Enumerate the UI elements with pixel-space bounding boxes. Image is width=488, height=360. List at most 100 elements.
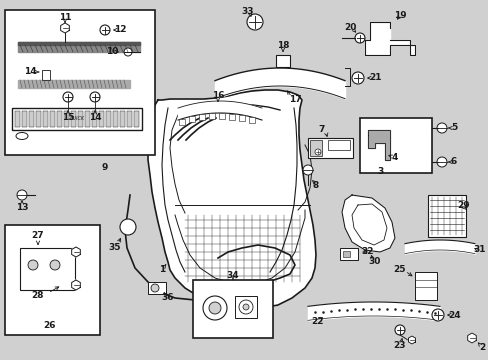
Bar (120, 111, 125, 127)
Bar (22, 111, 27, 127)
Bar (134, 111, 139, 127)
Bar (208, 113, 215, 119)
Circle shape (436, 123, 446, 133)
Circle shape (90, 92, 100, 102)
Circle shape (314, 149, 320, 155)
Circle shape (351, 72, 363, 84)
Polygon shape (18, 42, 140, 52)
Polygon shape (18, 80, 130, 88)
Text: 10: 10 (105, 48, 118, 57)
Bar (78, 111, 83, 127)
Text: 16: 16 (211, 90, 224, 99)
Text: 17: 17 (288, 95, 301, 104)
Bar (414, 272, 436, 300)
Bar (57, 111, 62, 127)
Bar (106, 111, 111, 127)
Text: 7: 7 (318, 126, 325, 135)
Circle shape (303, 165, 312, 175)
Text: 14: 14 (88, 113, 101, 122)
Text: BUICK: BUICK (69, 117, 84, 122)
Polygon shape (148, 90, 315, 308)
Circle shape (436, 157, 446, 167)
Bar (71, 111, 76, 127)
Circle shape (246, 14, 263, 30)
Text: 19: 19 (393, 10, 406, 19)
Bar (235, 296, 257, 318)
Circle shape (354, 33, 364, 43)
Bar (307, 138, 352, 158)
Circle shape (17, 190, 27, 200)
Bar (275, 55, 289, 67)
Bar (42, 70, 50, 80)
Text: 14: 14 (23, 68, 36, 77)
Text: 18: 18 (276, 40, 289, 49)
Bar (179, 119, 184, 125)
Text: 29: 29 (457, 201, 469, 210)
Text: 13: 13 (16, 202, 28, 211)
Polygon shape (12, 108, 142, 130)
Circle shape (243, 304, 248, 310)
Polygon shape (364, 22, 414, 55)
Bar (189, 116, 195, 122)
Bar (50, 111, 55, 127)
Bar (339, 248, 357, 260)
Bar (219, 113, 224, 119)
Bar (193, 280, 272, 338)
Text: 35: 35 (108, 243, 121, 252)
Bar (199, 114, 204, 120)
Text: 30: 30 (368, 257, 381, 266)
Bar (20, 248, 75, 290)
Bar (85, 111, 90, 127)
Polygon shape (18, 42, 140, 45)
Polygon shape (467, 333, 475, 343)
Circle shape (120, 219, 136, 235)
Text: 15: 15 (61, 113, 74, 122)
Text: 9: 9 (102, 163, 108, 172)
Bar (99, 111, 104, 127)
Polygon shape (61, 23, 69, 33)
Text: 11: 11 (59, 13, 71, 22)
Text: 21: 21 (368, 73, 381, 82)
Bar (5, 225, 100, 335)
Text: 5: 5 (450, 123, 456, 132)
Text: 1: 1 (159, 266, 165, 274)
Bar (148, 282, 165, 294)
Bar (5, 10, 155, 155)
Bar (36, 111, 41, 127)
Bar (309, 140, 321, 156)
Bar (15, 111, 20, 127)
Circle shape (28, 260, 38, 270)
Bar (359, 118, 431, 173)
Polygon shape (367, 130, 389, 160)
Text: 27: 27 (32, 231, 44, 240)
Bar (92, 111, 97, 127)
Text: 32: 32 (361, 248, 373, 256)
Bar (427, 195, 465, 237)
Circle shape (431, 309, 443, 321)
Bar (248, 117, 254, 123)
Text: 20: 20 (343, 23, 355, 32)
Bar (228, 113, 235, 120)
Polygon shape (72, 280, 80, 290)
Polygon shape (341, 195, 394, 252)
Text: 12: 12 (114, 26, 126, 35)
Text: 36: 36 (162, 292, 174, 302)
Text: 34: 34 (226, 270, 239, 279)
Text: 24: 24 (448, 310, 460, 320)
Bar (342, 251, 349, 257)
Text: 8: 8 (312, 180, 319, 189)
Text: 28: 28 (32, 292, 44, 301)
Circle shape (203, 296, 226, 320)
Polygon shape (72, 247, 80, 257)
Bar (113, 111, 118, 127)
Text: 3: 3 (376, 167, 382, 176)
Text: 23: 23 (393, 342, 406, 351)
Bar (64, 111, 69, 127)
Circle shape (63, 92, 73, 102)
Circle shape (100, 25, 110, 35)
Text: 4: 4 (391, 153, 397, 162)
Polygon shape (407, 336, 415, 344)
Text: 33: 33 (241, 8, 254, 17)
Circle shape (50, 260, 60, 270)
Bar (127, 111, 132, 127)
